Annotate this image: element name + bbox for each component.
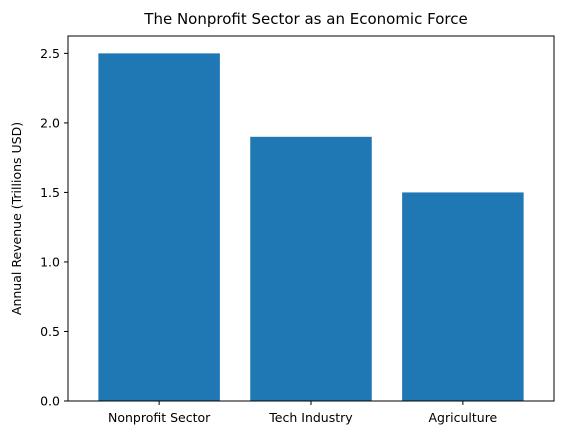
x-tick-label: Nonprofit Sector bbox=[108, 410, 211, 425]
bar-agriculture bbox=[402, 192, 524, 401]
y-tick-label: 1.5 bbox=[40, 185, 60, 200]
x-tick-label: Tech Industry bbox=[268, 410, 353, 425]
y-axis-label: Annual Revenue (Trillions USD) bbox=[9, 122, 24, 315]
y-tick-label: 1.0 bbox=[40, 254, 60, 269]
y-tick-label: 2.0 bbox=[40, 115, 60, 130]
x-tick-label: Agriculture bbox=[429, 410, 498, 425]
chart-title: The Nonprofit Sector as an Economic Forc… bbox=[143, 10, 467, 28]
y-tick-label: 2.5 bbox=[40, 46, 60, 61]
y-tick-label: 0.0 bbox=[40, 394, 60, 409]
bar-nonprofit-sector bbox=[98, 53, 220, 401]
y-tick-label: 0.5 bbox=[40, 324, 60, 339]
plot-area: 0.0 0.5 1.0 1.5 2.0 2.5 Nonprofit Sector Tech I… bbox=[40, 35, 555, 425]
bar-tech-industry bbox=[250, 136, 372, 401]
